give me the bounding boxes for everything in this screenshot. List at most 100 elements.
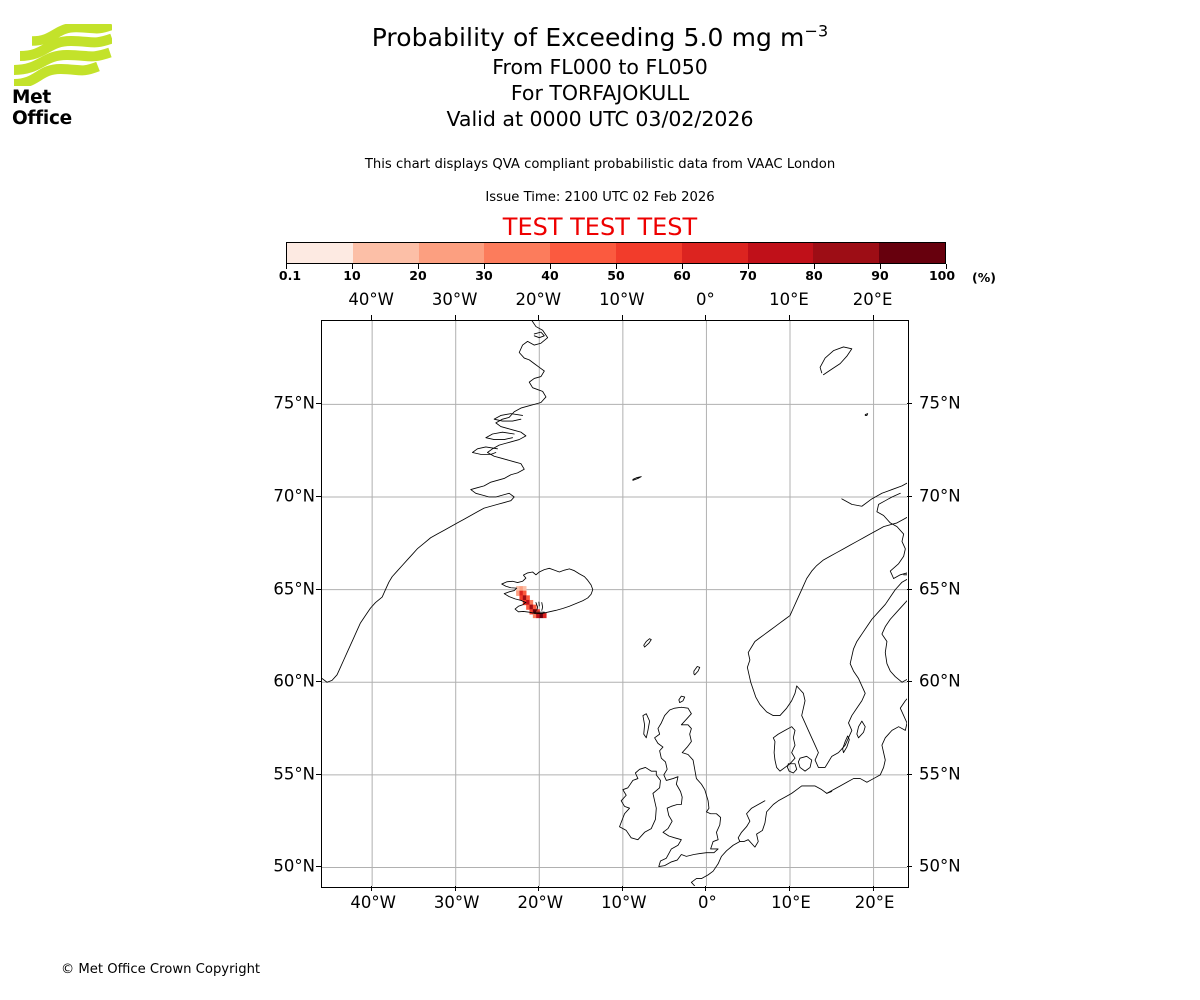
lon-tick-2-0 — [538, 315, 540, 320]
lon-tick-5-1 — [789, 886, 790, 891]
colorbar-tick-4 — [550, 264, 551, 269]
ash-cell-8 — [526, 595, 530, 601]
ash-cell-13 — [529, 604, 534, 610]
coastline-france-north — [690, 841, 741, 883]
colorbar-segment-8 — [813, 243, 880, 263]
lat-tick-1-0 — [316, 495, 321, 497]
colorbar-segment-0 — [287, 243, 353, 263]
lat-tick-2-0 — [316, 588, 321, 590]
lon-label-bottom-5: 10°E — [771, 893, 811, 912]
lat-tick-4-0 — [316, 773, 321, 775]
coastline-poland-coast — [826, 791, 833, 794]
colorbar-tick-6 — [682, 264, 683, 269]
map-plot-area[interactable] — [321, 320, 909, 888]
lon-tick-3-1 — [621, 886, 623, 891]
colorbar-tick-label-5: 50 — [607, 268, 625, 283]
lat-tick-2-1 — [907, 588, 912, 590]
colorbar-tick-label-9: 90 — [871, 268, 889, 283]
chart-title-block: Probability of Exceeding 5.0 mg m−3 From… — [0, 22, 1200, 132]
lat-label-left-4: 55°N — [273, 764, 315, 784]
colorbar-tick-label-2: 20 — [409, 268, 427, 283]
lon-label-top-6: 20°E — [852, 290, 893, 309]
coastline-iceland-inner-v1 — [535, 602, 539, 611]
ash-cell-5 — [522, 590, 527, 596]
colorbar-ticks: 0.1 10 20 30 40 50 60 70 80 90 100 — [279, 264, 955, 283]
coastline-oland — [842, 735, 850, 754]
lon-label-top-3: 10°W — [599, 290, 645, 309]
lat-tick-3-0 — [316, 681, 321, 683]
coastline-orkney — [678, 695, 686, 704]
ash-cell-18 — [532, 612, 537, 619]
lon-tick-0-0 — [371, 315, 373, 320]
coastline-zealand — [797, 755, 813, 772]
coastline-finland-north — [876, 492, 906, 579]
lon-label-bottom-3: 10°W — [601, 893, 647, 912]
lon-tick-0-1 — [371, 886, 373, 891]
colorbar-segment-5 — [615, 243, 682, 263]
lon-tick-4-1 — [705, 886, 707, 891]
met-office-logo: Met Office — [12, 24, 112, 129]
page-title: Probability of Exceeding 5.0 mg m−3 — [0, 22, 1200, 54]
lat-tick-5-1 — [907, 866, 912, 868]
lat-label-right-5: 50°N — [919, 856, 961, 876]
lat-label-right-1: 70°N — [919, 486, 961, 506]
coastline-jan-mayen — [632, 476, 642, 481]
ash-cell-21 — [542, 612, 547, 619]
ash-cell-19 — [536, 612, 540, 619]
lon-tick-1-0 — [454, 315, 456, 320]
coastline-france-west — [690, 881, 696, 886]
valid-time-subtitle: Valid at 0000 UTC 03/02/2026 — [446, 107, 754, 131]
colorbar-segment-7 — [747, 243, 814, 263]
volcano-subtitle: For TORFAJOKULL — [510, 81, 690, 105]
colorbar-tick-0 — [286, 264, 287, 269]
colorbar-tick-label-8: 80 — [805, 268, 823, 283]
lat-label-left-2: 65°N — [273, 579, 315, 599]
colorbar-units-label: (%) — [972, 270, 996, 285]
lon-label-bottom-4: 0° — [698, 893, 717, 912]
colorbar-tick-3 — [484, 264, 485, 269]
coastline-greenland-fjord1 — [493, 413, 523, 422]
test-banner: TEST TEST TEST — [502, 213, 698, 241]
lat-label-left-3: 60°N — [273, 671, 315, 691]
coastline-iceland — [501, 567, 594, 615]
colorbar-tick-8 — [814, 264, 815, 269]
colorbar-tick-1 — [352, 264, 353, 269]
colorbar-segment-6 — [681, 243, 748, 263]
colorbar-tick-2 — [418, 264, 419, 269]
ash-cell-15 — [529, 609, 534, 615]
coastline-denmark-jutland — [772, 726, 796, 772]
ash-cell-2 — [522, 586, 527, 592]
lat-tick-0-1 — [907, 403, 912, 405]
coastline-netherlands-germany — [739, 574, 907, 848]
met-office-logo-text: Met Office — [12, 87, 72, 129]
lat-tick-5-0 — [316, 866, 321, 868]
coastline-greenland-fjord2 — [485, 431, 515, 440]
lat-label-right-2: 65°N — [919, 579, 961, 599]
ash-cell-14 — [532, 604, 537, 610]
lon-tick-6-1 — [872, 886, 874, 891]
colorbar-tick-label-1: 10 — [343, 268, 361, 283]
lon-label-bottom-6: 20°E — [854, 893, 895, 912]
colorbar-tick-9 — [880, 264, 881, 269]
coastline-funen — [787, 763, 798, 774]
ash-cell-3 — [516, 590, 520, 596]
lon-tick-4-0 — [705, 315, 707, 320]
main-title-text: Probability of Exceeding 5.0 mg m — [371, 23, 805, 52]
lon-label-bottom-1: 30°W — [433, 893, 480, 912]
lat-tick-4-1 — [907, 773, 912, 775]
lat-label-left-5: 50°N — [273, 856, 315, 876]
coastline-great-britain — [654, 706, 722, 867]
colorbar-tick-10 — [946, 264, 947, 269]
coastline-norway-west — [746, 482, 907, 768]
ash-cell-10 — [526, 599, 530, 606]
lat-tick-3-1 — [907, 681, 912, 683]
colorbar-segment-2 — [418, 243, 485, 263]
issue-time: Issue Time: 2100 UTC 02 Feb 2026 — [485, 190, 715, 205]
lon-tick-6-0 — [872, 315, 874, 320]
lat-label-right-4: 55°N — [919, 764, 961, 784]
lon-label-top-0: 40°W — [348, 290, 394, 309]
colorbar-tick-label-6: 60 — [673, 268, 691, 283]
main-title-exponent: −3 — [804, 21, 829, 41]
flight-level-subtitle: From FL000 to FL050 — [492, 55, 708, 79]
chart-note: This chart displays QVA compliant probab… — [364, 157, 836, 172]
